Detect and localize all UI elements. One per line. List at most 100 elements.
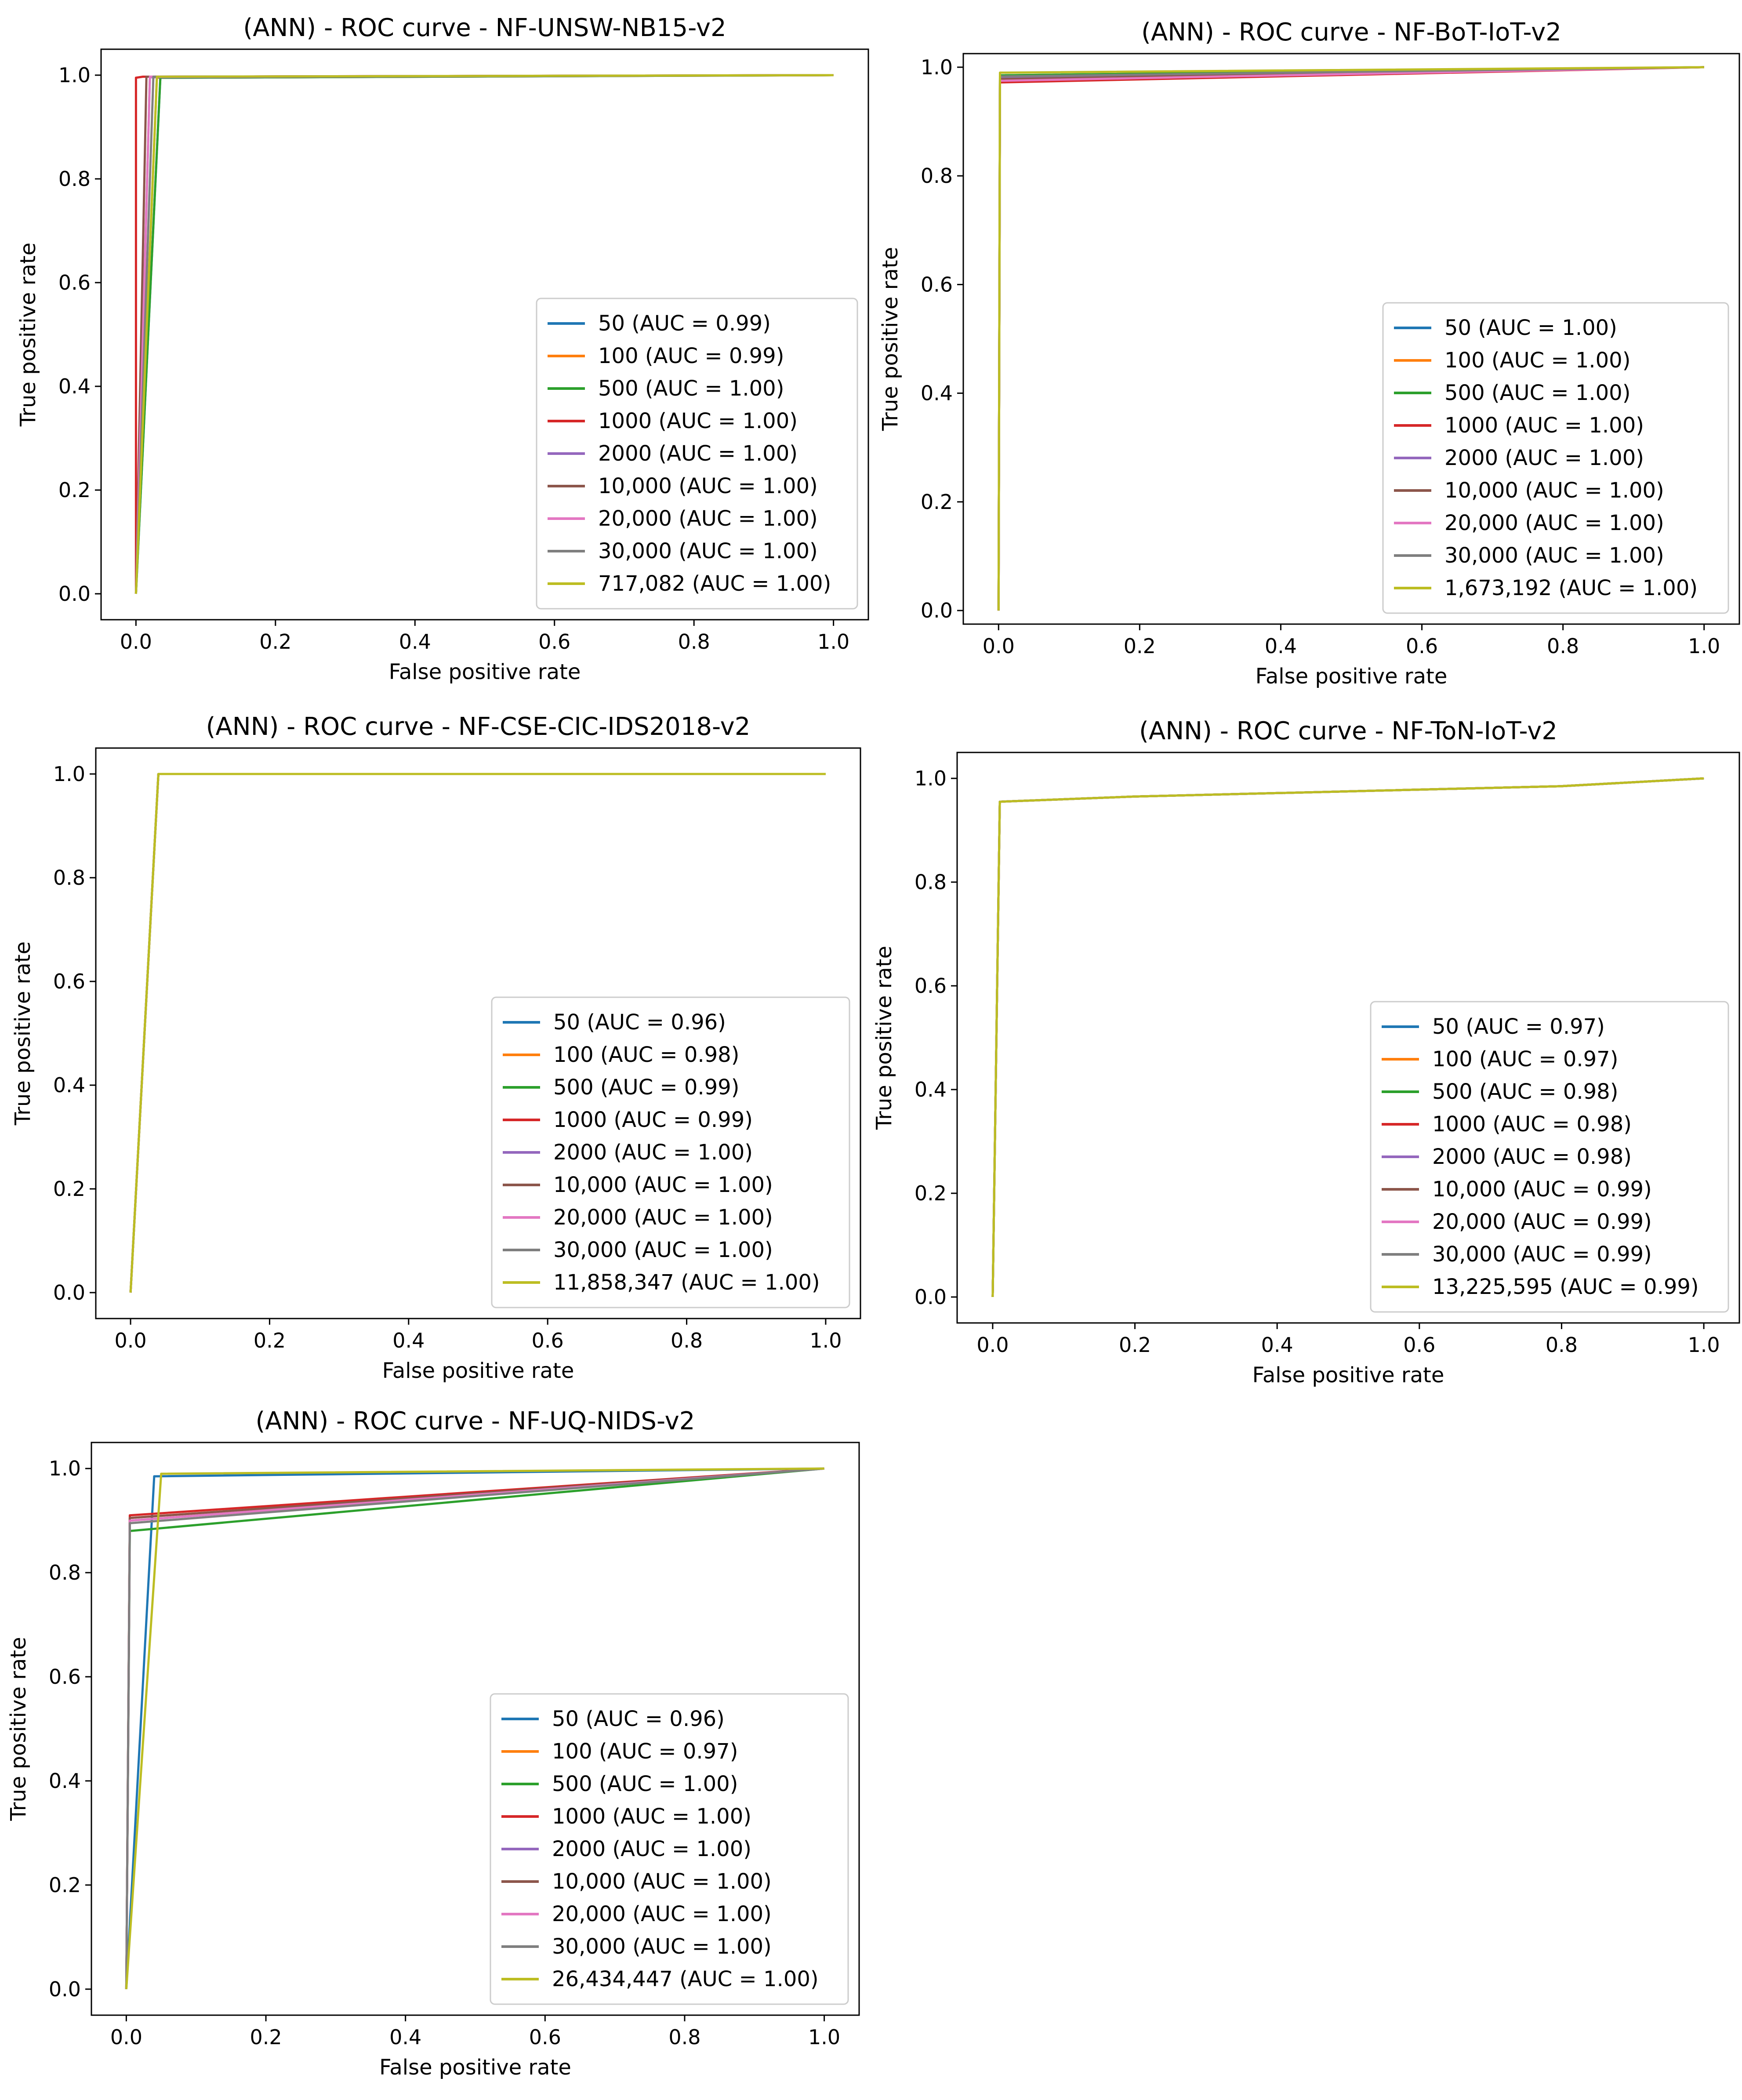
legend-entry: 717,082 (AUC = 1.00) [598, 571, 831, 596]
y-tick-label: 0.8 [53, 866, 85, 890]
legend-entry: 10,000 (AUC = 1.00) [552, 1869, 772, 1894]
y-axis-label: True positive rate [16, 243, 40, 427]
y-tick-label: 0.6 [58, 271, 91, 294]
y-tick-label: 0.8 [58, 167, 91, 191]
legend-entry: 30,000 (AUC = 1.00) [1444, 543, 1664, 568]
y-tick-label: 0.6 [53, 970, 85, 993]
legend-box [490, 1693, 849, 2005]
x-axis-label: False positive rate [1256, 664, 1448, 689]
legend-box [1382, 302, 1729, 614]
legend-entry: 50 (AUC = 0.96) [553, 1010, 726, 1035]
x-tick-label: 0.0 [110, 2025, 142, 2049]
legend-entry: 30,000 (AUC = 1.00) [598, 539, 818, 563]
roc-chart-ton-iot: (ANN) - ROC curve - NF-ToN-IoT-v2 0.0 0.2 0… [872, 717, 1740, 1388]
y-tick-label: 1.0 [915, 767, 947, 790]
legend-entry: 500 (AUC = 0.98) [1432, 1079, 1618, 1104]
legend-entry: 2000 (AUC = 1.00) [598, 441, 798, 466]
x-tick-label: 1.0 [1688, 634, 1720, 658]
roc-panel-ton-iot: (ANN) - ROC curve - NF-ToN-IoT-v2 0.0 0.2 0… [871, 699, 1742, 1398]
y-tick-label: 0.8 [921, 164, 953, 188]
legend-entry: 10,000 (AUC = 1.00) [598, 474, 818, 498]
legend-entry: 100 (AUC = 0.97) [552, 1739, 738, 1764]
series-line-8 [991, 777, 1704, 1297]
roc-chart-bot-iot: (ANN) - ROC curve - NF-BoT-IoT-v2 0.0 0.2 0… [878, 18, 1740, 689]
legend-box [491, 996, 850, 1308]
x-tick-label: 0.6 [532, 1329, 564, 1352]
legend-entry: 11,858,347 (AUC = 1.00) [553, 1270, 820, 1295]
x-tick-label: 0.4 [1261, 1333, 1293, 1357]
legend-entry: 100 (AUC = 1.00) [1444, 348, 1630, 373]
y-tick-label: 0.6 [49, 1665, 81, 1689]
plot-frame [91, 1442, 860, 2016]
x-tick-label: 1.0 [809, 1329, 842, 1352]
x-axis-label: False positive rate [379, 2055, 571, 2080]
legend-entry: 500 (AUC = 1.00) [598, 376, 784, 401]
y-tick-label: 0.0 [49, 1977, 81, 2001]
x-tick-label: 0.0 [115, 1329, 147, 1352]
x-tick-label: 1.0 [1688, 1333, 1720, 1357]
x-tick-label: 0.4 [392, 1329, 425, 1352]
legend-entry: 500 (AUC = 1.00) [552, 1772, 738, 1796]
x-tick-label: 0.4 [399, 630, 431, 654]
y-tick-label: 0.4 [53, 1073, 85, 1097]
x-tick-label: 0.8 [1547, 634, 1579, 658]
chart-title: (ANN) - ROC curve - NF-BoT-IoT-v2 [1141, 18, 1561, 47]
y-tick-label: 1.0 [921, 55, 953, 79]
legend-entry: 2000 (AUC = 1.00) [553, 1140, 753, 1165]
x-tick-label: 0.2 [1124, 634, 1156, 658]
roc-panel-bot-iot: (ANN) - ROC curve - NF-BoT-IoT-v2 0.0 0.2 0… [871, 0, 1742, 699]
y-tick-label: 0.2 [49, 1873, 81, 1897]
legend-entry: 20,000 (AUC = 1.00) [598, 506, 818, 531]
legend-entry: 2000 (AUC = 1.00) [552, 1837, 751, 1861]
y-tick-label: 0.0 [58, 582, 91, 606]
chart-title: (ANN) - ROC curve - NF-ToN-IoT-v2 [1139, 717, 1557, 745]
y-tick-label: 0.0 [53, 1281, 85, 1304]
y-tick-label: 0.0 [915, 1285, 947, 1309]
legend-entry: 1000 (AUC = 1.00) [598, 409, 798, 433]
y-tick-label: 1.0 [53, 762, 85, 786]
legend-entry: 20,000 (AUC = 1.00) [552, 1902, 772, 1926]
x-tick-label: 0.8 [678, 630, 710, 654]
x-tick-label: 0.2 [250, 2025, 282, 2049]
y-tick-label: 0.4 [921, 381, 953, 405]
legend-entry: 50 (AUC = 0.99) [598, 311, 771, 336]
x-tick-label: 0.2 [254, 1329, 286, 1352]
x-axis-label: False positive rate [1252, 1363, 1444, 1388]
series-line-8 [125, 1467, 824, 1989]
series-line-8 [997, 66, 1704, 611]
legend-entry: 500 (AUC = 0.99) [553, 1075, 739, 1100]
x-tick-label: 0.0 [983, 634, 1015, 658]
roc-chart-cse-cic: (ANN) - ROC curve - NF-CSE-CIC-IDS2018-v… [11, 712, 861, 1383]
x-tick-label: 1.0 [817, 630, 849, 654]
legend-box [1370, 1001, 1729, 1313]
series-line-8 [129, 773, 826, 1293]
y-tick-label: 0.2 [915, 1181, 947, 1205]
x-tick-label: 0.8 [1546, 1333, 1578, 1357]
y-axis-label: True positive rate [6, 1637, 31, 1821]
legend-entry: 30,000 (AUC = 0.99) [1432, 1242, 1652, 1267]
x-tick-label: 0.6 [538, 630, 570, 654]
y-tick-label: 0.4 [58, 374, 91, 398]
legend-entry: 10,000 (AUC = 1.00) [1444, 478, 1664, 503]
y-axis-label: True positive rate [878, 247, 903, 431]
legend-entry: 100 (AUC = 0.98) [553, 1043, 739, 1067]
legend-entry: 30,000 (AUC = 1.00) [553, 1238, 773, 1262]
chart-title: (ANN) - ROC curve - NF-UNSW-NB15-v2 [243, 14, 726, 42]
legend-entry: 10,000 (AUC = 1.00) [553, 1173, 773, 1197]
plot-frame [956, 752, 1740, 1324]
legend-entry: 2000 (AUC = 1.00) [1444, 446, 1644, 470]
legend-entry: 1000 (AUC = 1.00) [552, 1804, 751, 1829]
roc-panel-unsw: (ANN) - ROC curve - NF-UNSW-NB15-v2 0.0 0.… [0, 0, 871, 699]
y-tick-label: 1.0 [58, 63, 91, 87]
legend-entry: 50 (AUC = 0.96) [552, 1707, 725, 1731]
x-tick-label: 0.8 [671, 1329, 703, 1352]
legend-entry: 2000 (AUC = 0.98) [1432, 1144, 1632, 1169]
x-tick-label: 0.8 [668, 2025, 700, 2049]
series-line-8 [134, 74, 834, 594]
legend-entry: 20,000 (AUC = 1.00) [553, 1205, 773, 1230]
x-tick-label: 0.6 [1406, 634, 1438, 658]
y-tick-label: 0.2 [53, 1177, 85, 1201]
legend-entry: 50 (AUC = 1.00) [1444, 316, 1617, 340]
y-tick-label: 0.4 [49, 1769, 81, 1793]
y-tick-label: 0.8 [49, 1561, 81, 1584]
